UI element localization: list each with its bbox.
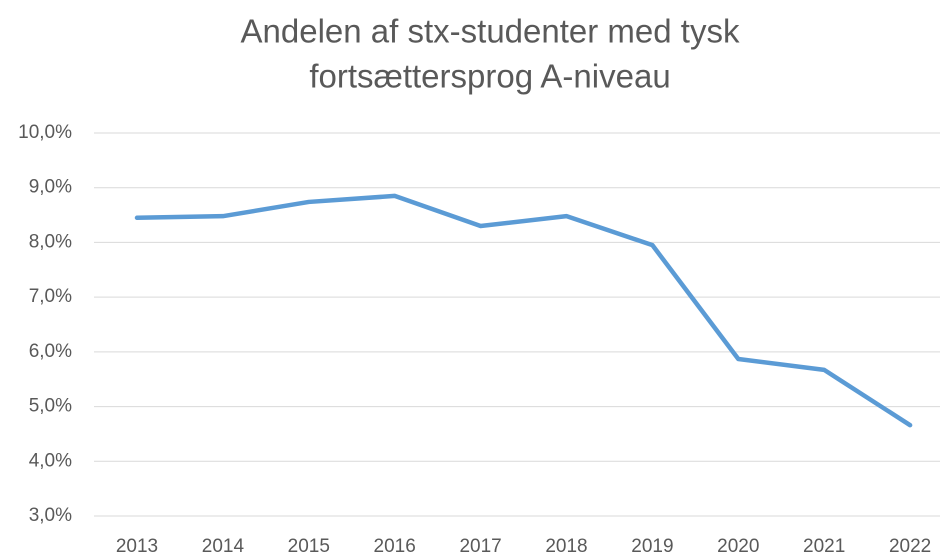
y-tick-label: 10,0% [18,122,72,143]
x-tick-label: 2016 [374,536,416,556]
x-tick-label: 2018 [545,536,587,556]
y-tick-label: 5,0% [29,396,72,417]
x-tick-label: 2015 [288,536,330,556]
chart-title: Andelen af stx-studenter med tysk [241,13,740,50]
y-tick-label: 7,0% [29,286,72,307]
x-tick-label: 2014 [202,536,245,556]
y-tick-label: 8,0% [29,231,72,252]
x-tick-label: 2021 [803,536,845,556]
x-tick-label: 2017 [459,536,501,556]
y-tick-label: 6,0% [29,341,72,362]
y-tick-label: 4,0% [29,450,72,471]
x-tick-label: 2013 [116,536,158,556]
line [134,193,913,428]
y-tick-label: 9,0% [29,177,72,198]
chart-title: fortsættersprog A-niveau [309,58,670,95]
x-tick-label: 2019 [631,536,673,556]
x-tick-label: 2022 [889,536,931,556]
y-tick-label: 3,0% [29,505,72,526]
x-tick-label: 2020 [717,536,759,556]
